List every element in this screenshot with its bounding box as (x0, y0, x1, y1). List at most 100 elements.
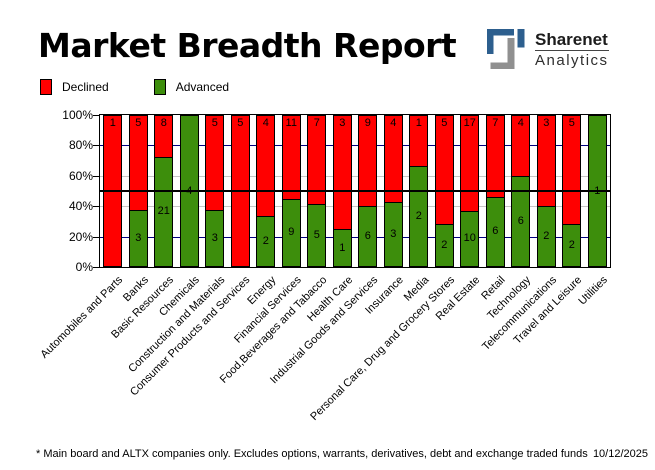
advanced-segment: 6 (485, 196, 505, 267)
advanced-value-label: 1 (339, 241, 346, 254)
declined-segment: 5 (205, 115, 225, 210)
declined-value-label: 5 (237, 117, 244, 129)
declined-value-label: 4 (517, 117, 524, 129)
footer-note: * Main board and ALTX companies only. Ex… (36, 448, 588, 460)
declined-segment: 5 (434, 115, 454, 224)
legend-item-declined: Declined (40, 79, 109, 95)
gridline-20 (100, 236, 610, 238)
declined-value-label: 4 (390, 117, 397, 129)
legend-advanced-label: Advanced (175, 80, 230, 94)
page-title: Market Breadth Report (38, 26, 457, 65)
advanced-segment: 1 (332, 229, 352, 267)
legend: Declined Advanced (40, 79, 274, 95)
declined-value-label: 3 (339, 117, 346, 129)
advanced-value-label: 3 (135, 232, 142, 244)
declined-segment: 11 (281, 115, 301, 199)
advanced-segment: 2 (434, 223, 454, 267)
y-axis-label: 0% (75, 260, 93, 274)
gridline-80 (100, 145, 610, 147)
y-axis-label: 20% (68, 229, 93, 244)
advanced-value-label: 2 (415, 209, 422, 222)
logo-divider (535, 49, 609, 51)
y-axis-tick (93, 236, 99, 238)
bar: 17 10 (460, 115, 480, 267)
advanced-value-label: 2 (262, 235, 269, 248)
declined-value-label: 9 (364, 117, 371, 129)
declined-value-label: 11 (285, 117, 297, 129)
bar: 8 21 (154, 115, 174, 267)
declined-segment: 7 (307, 115, 327, 204)
y-axis-tick (93, 175, 99, 177)
declined-segment: 9 (358, 115, 378, 207)
declined-value-label: 5 (441, 117, 448, 129)
y-axis-label: 80% (68, 138, 93, 153)
advanced-value-label: 2 (568, 238, 575, 251)
plot-area: 1538214535421197531964312521710764632521 (99, 114, 611, 268)
y-axis-tick (93, 267, 99, 268)
declined-value-label: 8 (160, 117, 167, 129)
advanced-value-label: 10 (463, 232, 476, 245)
advanced-value-label: 6 (364, 230, 371, 243)
advanced-segment: 2 (409, 165, 429, 267)
advanced-value-label: 6 (517, 214, 524, 227)
advanced-segment: 3 (128, 210, 148, 267)
bars-container: 1538214535421197531964312521710764632521 (100, 115, 610, 267)
gridline-40 (100, 206, 610, 208)
bar: 11 9 (281, 115, 301, 267)
sharenet-logo: Sharenet Analytics (487, 29, 609, 69)
advanced-value-label: 2 (441, 238, 448, 251)
declined-value-label: 3 (543, 117, 550, 129)
declined-value-label: 5 (211, 117, 218, 129)
declined-value-label: 4 (262, 117, 269, 129)
declined-value-label: 1 (109, 117, 116, 129)
advanced-segment: 2 (562, 223, 582, 267)
gridline-60 (100, 175, 610, 177)
sharenet-logo-icon (487, 29, 525, 69)
declined-value-label: 7 (313, 117, 320, 129)
advanced-segment: 6 (358, 206, 378, 267)
logo-text: Sharenet Analytics (535, 30, 609, 69)
y-axis-label: 40% (68, 199, 93, 214)
advanced-segment: 5 (307, 203, 327, 267)
logo-name: Sharenet (535, 29, 608, 49)
declined-segment: 7 (485, 115, 505, 197)
advanced-value-label: 5 (313, 228, 320, 241)
declined-segment: 8 (154, 115, 174, 157)
advanced-segment: 3 (205, 210, 225, 267)
advanced-value-label: 9 (288, 226, 295, 239)
y-axis-label: 60% (68, 168, 93, 183)
x-axis-label: Automobiles and Parts (38, 274, 126, 361)
declined-segment: 5 (562, 115, 582, 224)
declined-swatch-icon (40, 79, 52, 95)
advanced-segment: 9 (281, 198, 301, 267)
advanced-swatch-icon (153, 79, 166, 95)
advanced-segment: 3 (383, 201, 403, 267)
advanced-value-label: 3 (390, 227, 397, 240)
declined-value-label: 5 (568, 117, 575, 129)
declined-segment: 5 (128, 115, 148, 210)
advanced-segment: 10 (460, 210, 480, 267)
advanced-segment: 6 (511, 175, 531, 267)
declined-segment: 1 (409, 115, 429, 166)
declined-value-label: 5 (135, 117, 142, 129)
advanced-value-label: 2 (543, 230, 550, 243)
advanced-segment: 2 (256, 216, 276, 267)
fifty-percent-line (100, 190, 610, 192)
declined-segment: 17 (460, 115, 480, 211)
advanced-value-label: 21 (157, 205, 170, 218)
legend-declined-label: Declined (62, 80, 109, 94)
y-axis-tick (93, 145, 99, 147)
legend-item-advanced: Advanced (153, 79, 230, 95)
y-axis-tick (93, 206, 99, 208)
declined-value-label: 7 (492, 117, 499, 129)
